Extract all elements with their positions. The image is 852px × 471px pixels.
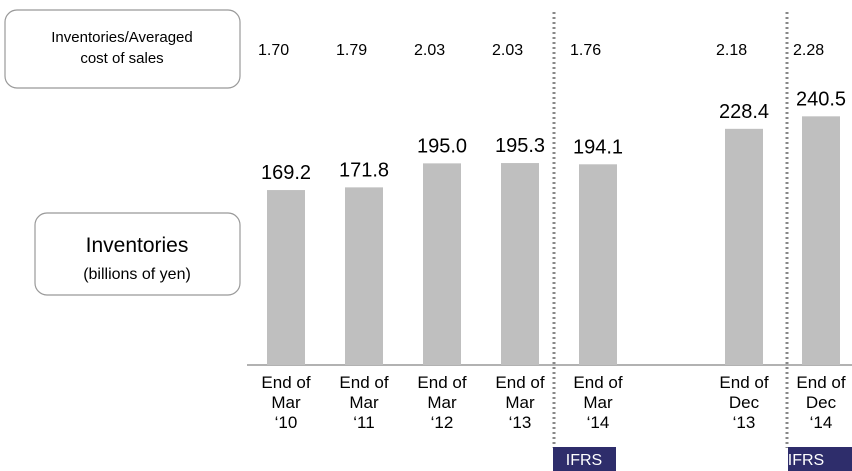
bar xyxy=(267,190,305,365)
value-label: 195.0 xyxy=(417,135,467,157)
x-tick-label: End of xyxy=(339,373,388,392)
x-tick-label: ‘14 xyxy=(587,413,610,432)
bar xyxy=(345,187,383,365)
ratio-value: 1.79 xyxy=(336,42,367,59)
x-tick-label: Mar xyxy=(349,393,379,412)
ratio-value: 1.70 xyxy=(258,42,289,59)
x-tick-label: ‘12 xyxy=(431,413,454,432)
ratio-value: 2.28 xyxy=(793,42,824,59)
value-label: 240.5 xyxy=(796,88,846,110)
bar xyxy=(802,116,840,365)
x-tick-label: ‘14 xyxy=(810,413,833,432)
x-tick-label: End of xyxy=(796,373,845,392)
ratio-label: cost of sales xyxy=(80,50,163,67)
value-label: 194.1 xyxy=(573,136,623,158)
ratio-label: Inventories/Averaged xyxy=(51,29,192,46)
x-tick-label: End of xyxy=(719,373,768,392)
x-tick-label: Dec xyxy=(806,393,837,412)
ifrs-badge xyxy=(553,447,616,471)
value-label: 195.3 xyxy=(495,135,545,157)
ifrs-label: IFRS xyxy=(566,452,602,469)
bar xyxy=(579,164,617,365)
series-label-box xyxy=(34,212,241,296)
x-tick-label: Mar xyxy=(427,393,457,412)
series-label: Inventories xyxy=(86,234,189,257)
ratio-value: 2.03 xyxy=(414,42,445,59)
ratio-value: 2.03 xyxy=(492,42,523,59)
series-label: (billions of yen) xyxy=(83,266,191,283)
x-tick-label: Dec xyxy=(729,393,760,412)
ratio-value: 1.76 xyxy=(570,42,601,59)
ifrs-label: IFRS xyxy=(788,452,824,469)
x-tick-label: Mar xyxy=(271,393,301,412)
value-label: 169.2 xyxy=(261,162,311,184)
x-tick-label: ‘13 xyxy=(733,413,756,432)
ratio-value: 2.18 xyxy=(716,42,747,59)
x-tick-label: End of xyxy=(417,373,466,392)
value-label: 228.4 xyxy=(719,101,769,123)
x-tick-label: End of xyxy=(261,373,310,392)
bar xyxy=(725,128,763,365)
x-tick-label: ‘11 xyxy=(353,413,374,432)
x-tick-label: Mar xyxy=(583,393,613,412)
bar xyxy=(501,163,539,365)
bar xyxy=(423,163,461,365)
x-tick-label: ‘13 xyxy=(509,413,532,432)
ratio-label-box xyxy=(4,9,241,89)
x-tick-label: End of xyxy=(573,373,622,392)
value-label: 171.8 xyxy=(339,159,389,181)
ifrs-badge xyxy=(788,447,852,471)
x-tick-label: Mar xyxy=(505,393,535,412)
x-tick-label: End of xyxy=(495,373,544,392)
x-tick-label: ‘10 xyxy=(275,413,298,432)
